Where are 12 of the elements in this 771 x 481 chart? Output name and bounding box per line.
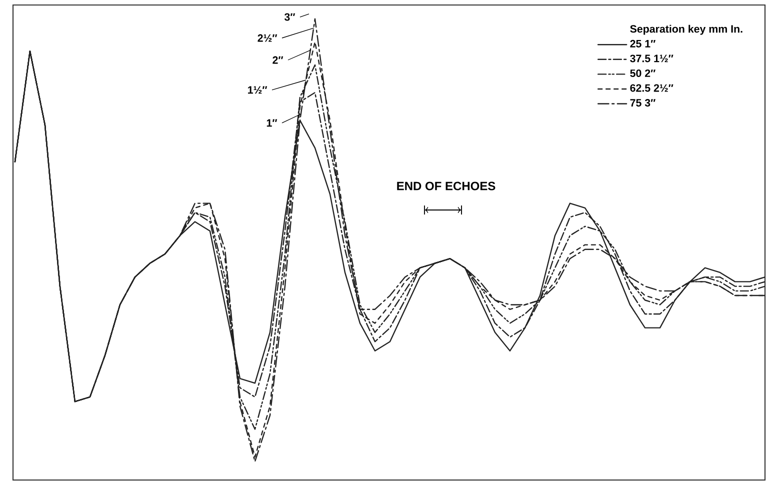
legend-label: 25 1″	[630, 40, 656, 48]
legend-label: 50 2″	[630, 69, 656, 78]
annotation: 1″	[266, 119, 278, 127]
annotation: 2″	[272, 56, 284, 64]
legend-label: 62.5 2½″	[630, 84, 674, 92]
annotation: 1½″	[248, 86, 268, 94]
legend-label: 37.5 1½″	[630, 54, 674, 62]
annotation: 2½″	[258, 34, 278, 42]
annotation: END OF ECHOES	[397, 182, 496, 190]
legend-label: 75 3″	[630, 99, 656, 107]
annotation: 3″	[284, 13, 296, 21]
legend-title: Separation key mm In.	[630, 24, 742, 35]
